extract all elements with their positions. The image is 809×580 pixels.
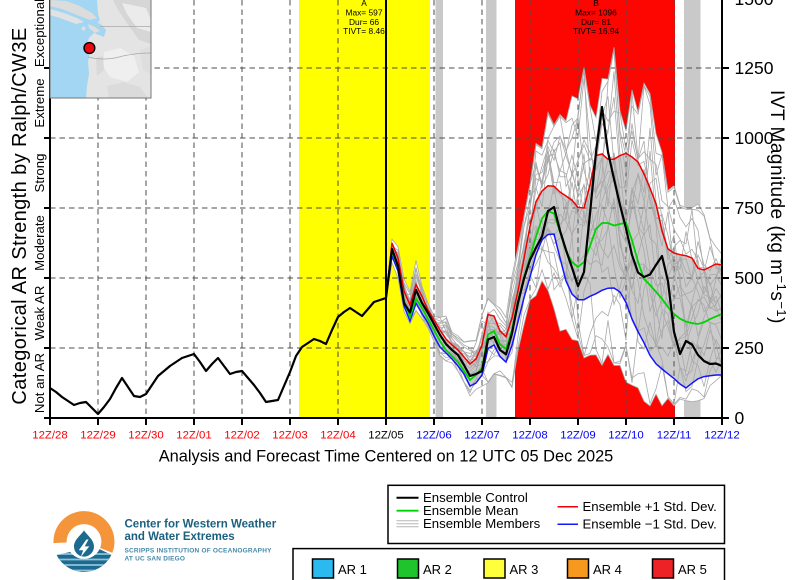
svg-text:1250: 1250 (735, 58, 774, 78)
svg-text:750: 750 (735, 198, 764, 218)
svg-text:12Z/30: 12Z/30 (128, 430, 163, 442)
svg-text:12Z/29: 12Z/29 (80, 430, 115, 442)
svg-text:Ensemble +1 Std. Dev.: Ensemble +1 Std. Dev. (583, 499, 717, 514)
svg-text:12Z/05: 12Z/05 (368, 430, 403, 442)
svg-text:12Z/28: 12Z/28 (32, 430, 67, 442)
svg-text:IVT Magnitude (kg m−1s−1): IVT Magnitude (kg m−1s−1) (766, 90, 789, 324)
svg-text:Strong: Strong (32, 154, 47, 193)
svg-text:1500: 1500 (735, 0, 774, 9)
svg-text:Dur= 66: Dur= 66 (349, 17, 379, 27)
svg-text:12Z/06: 12Z/06 (416, 430, 451, 442)
svg-text:AR 1: AR 1 (338, 562, 367, 577)
svg-text:0: 0 (735, 408, 745, 428)
svg-text:AR 2: AR 2 (423, 562, 452, 577)
svg-text:AR 5: AR 5 (678, 562, 707, 577)
svg-text:Center for Western Weather: Center for Western Weather (125, 519, 277, 531)
svg-text:500: 500 (735, 268, 764, 288)
svg-text:TIVT= 8.46: TIVT= 8.46 (343, 26, 385, 36)
svg-text:12Z/09: 12Z/09 (560, 430, 595, 442)
svg-text:Ensemble −1 Std. Dev.: Ensemble −1 Std. Dev. (583, 517, 717, 532)
svg-text:12Z/04: 12Z/04 (320, 430, 355, 442)
svg-text:12Z/01: 12Z/01 (176, 430, 211, 442)
svg-text:A: A (361, 0, 367, 8)
svg-text:Max= 1096: Max= 1096 (575, 8, 617, 18)
svg-text:Ensemble Mean: Ensemble Mean (423, 503, 518, 518)
svg-text:12Z/03: 12Z/03 (272, 430, 307, 442)
svg-text:TIVT= 16.94: TIVT= 16.94 (573, 26, 620, 36)
svg-text:Analysis and Forecast Time Cen: Analysis and Forecast Time Centered on 1… (159, 448, 614, 466)
svg-text:Weak AR: Weak AR (32, 286, 47, 341)
svg-text:Max= 597: Max= 597 (345, 8, 382, 18)
svg-text:Dur= 81: Dur= 81 (581, 17, 611, 27)
svg-text:SCRIPPS INSTITUTION OF OCEANOG: SCRIPPS INSTITUTION OF OCEANOGRAPHY (125, 548, 273, 555)
svg-text:Ensemble Control: Ensemble Control (423, 490, 528, 505)
svg-text:AT UC SAN DIEGO: AT UC SAN DIEGO (125, 556, 186, 563)
svg-text:12Z/10: 12Z/10 (608, 430, 643, 442)
svg-text:1000: 1000 (735, 128, 774, 148)
svg-text:Not an AR: Not an AR (32, 353, 47, 413)
svg-text:and Water Extremes: and Water Extremes (125, 531, 235, 543)
svg-text:Exceptional: Exceptional (32, 0, 47, 67)
svg-text:12Z/08: 12Z/08 (512, 430, 547, 442)
svg-text:Extreme: Extreme (32, 78, 47, 127)
svg-text:AR 3: AR 3 (510, 562, 539, 577)
svg-text:12Z/02: 12Z/02 (224, 430, 259, 442)
svg-text:12Z/11: 12Z/11 (657, 430, 692, 442)
svg-text:AR 4: AR 4 (593, 562, 622, 577)
svg-text:Ensemble Members: Ensemble Members (423, 516, 541, 531)
svg-text:12Z/12: 12Z/12 (704, 430, 739, 442)
svg-text:Categorical AR Strength by Ral: Categorical AR Strength by Ralph/CW3E (9, 27, 31, 404)
svg-text:12Z/07: 12Z/07 (464, 430, 499, 442)
svg-text:250: 250 (735, 338, 764, 358)
svg-text:Moderate: Moderate (32, 215, 47, 271)
svg-text:B: B (593, 0, 599, 8)
